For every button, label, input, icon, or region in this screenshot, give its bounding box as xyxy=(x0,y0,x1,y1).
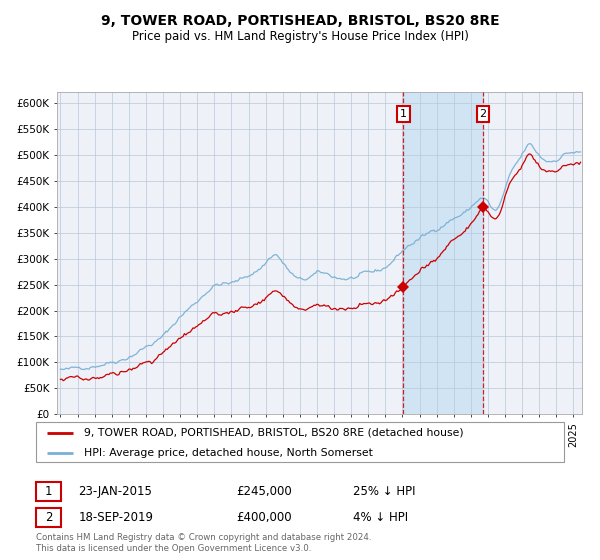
Text: 9, TOWER ROAD, PORTISHEAD, BRISTOL, BS20 8RE (detached house): 9, TOWER ROAD, PORTISHEAD, BRISTOL, BS20… xyxy=(83,428,463,438)
Text: Price paid vs. HM Land Registry's House Price Index (HPI): Price paid vs. HM Land Registry's House … xyxy=(131,30,469,43)
Text: £400,000: £400,000 xyxy=(236,511,292,524)
FancyBboxPatch shape xyxy=(36,422,564,462)
Text: 9, TOWER ROAD, PORTISHEAD, BRISTOL, BS20 8RE: 9, TOWER ROAD, PORTISHEAD, BRISTOL, BS20… xyxy=(101,14,499,28)
Text: 1: 1 xyxy=(400,109,407,119)
Text: Contains HM Land Registry data © Crown copyright and database right 2024.
This d: Contains HM Land Registry data © Crown c… xyxy=(36,533,371,553)
FancyBboxPatch shape xyxy=(36,508,61,527)
Text: HPI: Average price, detached house, North Somerset: HPI: Average price, detached house, Nort… xyxy=(83,448,373,458)
Text: 1: 1 xyxy=(45,484,52,498)
Text: £245,000: £245,000 xyxy=(236,484,292,498)
Text: 25% ↓ HPI: 25% ↓ HPI xyxy=(353,484,415,498)
Text: 2: 2 xyxy=(45,511,52,524)
FancyBboxPatch shape xyxy=(36,482,61,501)
Text: 18-SEP-2019: 18-SEP-2019 xyxy=(78,511,153,524)
Text: 4% ↓ HPI: 4% ↓ HPI xyxy=(353,511,408,524)
Text: 2: 2 xyxy=(479,109,487,119)
Text: 23-JAN-2015: 23-JAN-2015 xyxy=(78,484,152,498)
Bar xyxy=(403,92,483,414)
